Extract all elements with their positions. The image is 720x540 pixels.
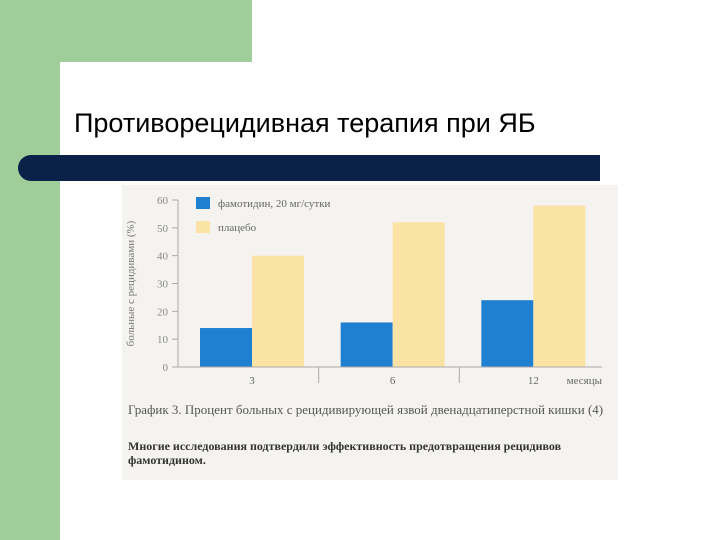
legend-label: плацебо — [218, 222, 257, 234]
legend-label: фамотидин, 20 мг/сутки — [218, 198, 331, 210]
green-top-band — [0, 0, 252, 62]
slide-title: Противорецидивная терапия при ЯБ — [74, 108, 536, 138]
legend: фамотидин, 20 мг/сутки плацебо — [196, 197, 331, 234]
x-tick-label: 12 — [528, 375, 539, 387]
title-divider-bar — [18, 155, 600, 181]
y-tick-label: 40 — [157, 251, 169, 263]
bar-placebo-6 — [392, 222, 445, 367]
x-axis-label: месяцы — [567, 375, 603, 387]
chart-note: Многие исследования подтвердили эффектив… — [128, 439, 562, 467]
y-axis-label: больные с рецидивами (%) — [125, 220, 137, 346]
y-tick-label: 0 — [163, 362, 169, 374]
green-side-band — [0, 0, 60, 540]
legend-swatch — [196, 221, 210, 233]
y-tick-label: 20 — [157, 306, 169, 318]
bar-chart: больные с рецидивами (%) 0 10 20 30 40 50 60 3 6… — [125, 195, 603, 387]
bars — [200, 205, 586, 367]
x-tick-label: 6 — [390, 375, 396, 387]
bar-famotidine-12 — [481, 300, 534, 367]
bar-placebo-3 — [252, 255, 304, 367]
chart-figure: больные с рецидивами (%) 0 10 20 30 40 50 60 3 6… — [122, 185, 618, 480]
bar-famotidine-6 — [340, 322, 393, 367]
y-axis: больные с рецидивами (%) 0 10 20 30 40 50 60 — [125, 195, 179, 374]
x-tick-label: 3 — [249, 375, 255, 387]
y-tick-label: 50 — [157, 223, 169, 235]
x-axis: 3 6 12 месяцы — [178, 366, 603, 387]
y-tick-label: 10 — [157, 334, 169, 346]
bar-famotidine-3 — [200, 328, 252, 367]
legend-swatch — [196, 197, 210, 209]
y-tick-label: 60 — [157, 195, 169, 207]
chart-caption: График 3. Процент больных с рецидивирующ… — [128, 402, 604, 417]
bar-placebo-12 — [533, 205, 586, 367]
y-tick-label: 30 — [157, 279, 169, 291]
